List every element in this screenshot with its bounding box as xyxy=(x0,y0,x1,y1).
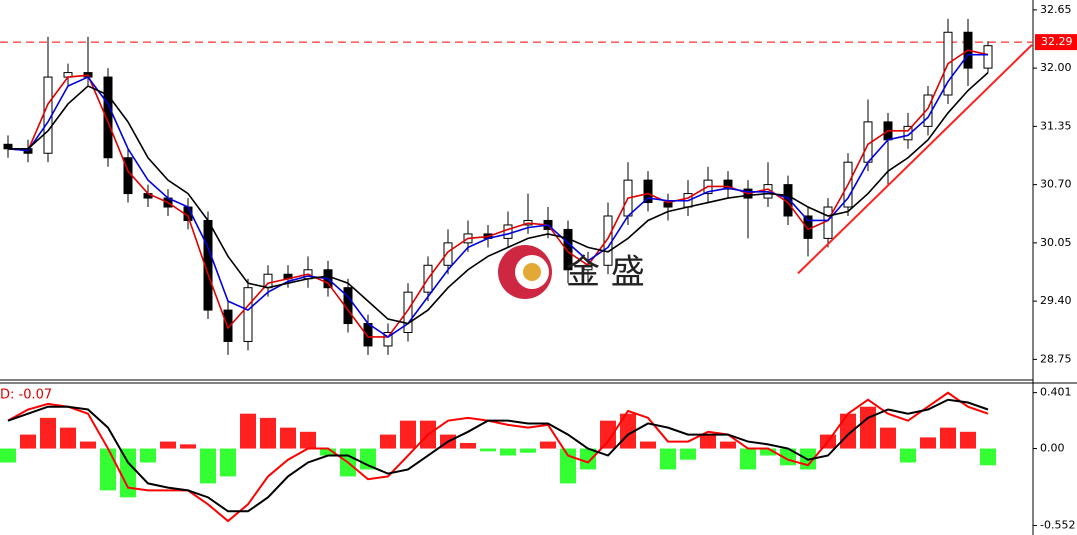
histogram-bar xyxy=(20,434,36,449)
y-tick-label: 32.00 xyxy=(1040,61,1072,74)
candle-body xyxy=(723,179,733,190)
histogram-bar xyxy=(740,448,756,470)
histogram-bar xyxy=(980,448,996,466)
histogram-bar xyxy=(600,420,616,449)
histogram-bar xyxy=(860,406,876,449)
candle-body xyxy=(403,291,413,333)
y-tick-label: 31.35 xyxy=(1040,119,1072,132)
histogram-bar xyxy=(720,441,736,449)
line-series xyxy=(7,53,988,338)
candle-body xyxy=(363,323,373,347)
histogram-bar xyxy=(920,437,936,449)
histogram-bar xyxy=(240,413,256,449)
y-tick-label: 29.40 xyxy=(1040,294,1072,307)
candle-body xyxy=(243,287,253,342)
histogram-bar xyxy=(260,417,276,449)
histogram-bar xyxy=(760,448,776,456)
price-label-box xyxy=(1035,34,1077,51)
indicator-label: D: -0.07 xyxy=(0,388,52,403)
histogram-bar xyxy=(300,431,316,449)
histogram-bar xyxy=(160,441,176,449)
y-tick-label: 0.401 xyxy=(1040,386,1072,399)
logo xyxy=(498,245,552,299)
candle-body xyxy=(43,76,53,154)
y-tick-label: 0.00 xyxy=(1040,442,1065,455)
histogram-bar xyxy=(220,448,236,477)
candle-body xyxy=(503,224,513,239)
histogram-bar xyxy=(500,448,516,456)
y-tick-label: 32.65 xyxy=(1040,3,1072,16)
y-tick-label: 30.05 xyxy=(1040,236,1072,249)
histogram-bar xyxy=(700,434,716,449)
histogram-bar xyxy=(40,417,56,449)
y-tick-label: 30.70 xyxy=(1040,178,1072,191)
candle-body xyxy=(643,179,653,204)
line-series xyxy=(7,49,989,338)
histogram-bar xyxy=(320,448,336,456)
line-series xyxy=(7,398,989,513)
histogram-bar xyxy=(200,448,216,484)
histogram-bar xyxy=(460,442,476,449)
histogram-bar xyxy=(60,427,76,449)
histogram-bar xyxy=(100,448,116,491)
histogram-bar xyxy=(940,427,956,449)
histogram-bar xyxy=(880,427,896,449)
candle-body xyxy=(903,125,913,141)
histogram-bar xyxy=(480,448,496,452)
histogram-bar xyxy=(120,448,136,498)
line-series xyxy=(8,71,989,325)
candle-body xyxy=(983,45,993,69)
candle-body xyxy=(823,206,833,239)
candle-body xyxy=(103,76,113,159)
histogram-bar xyxy=(580,448,596,470)
histogram-bar xyxy=(960,431,976,449)
line-series xyxy=(7,391,989,523)
histogram-bar xyxy=(400,420,416,449)
logo-dot xyxy=(523,263,541,281)
histogram-bar xyxy=(520,448,536,453)
histogram-bar xyxy=(680,448,696,460)
histogram-bar xyxy=(660,448,676,470)
watermark: 金 盛 xyxy=(566,253,645,293)
histogram-bar xyxy=(180,444,196,449)
histogram-bar xyxy=(140,448,156,463)
y-tick-label: -0.552 xyxy=(1040,519,1075,532)
histogram-bar xyxy=(0,448,16,463)
price-label: 32.29 xyxy=(1041,35,1073,48)
trendline xyxy=(797,44,1033,275)
histogram-bar xyxy=(80,441,96,449)
histogram-bar xyxy=(540,441,556,449)
histogram-bar xyxy=(900,448,916,463)
histogram-bar xyxy=(280,427,296,449)
candle-body xyxy=(563,228,573,271)
candle-body xyxy=(443,242,453,266)
histogram-bar xyxy=(380,434,396,449)
histogram-bar xyxy=(640,441,656,449)
y-tick-label: 28.75 xyxy=(1040,352,1072,365)
candle-body xyxy=(383,332,393,347)
